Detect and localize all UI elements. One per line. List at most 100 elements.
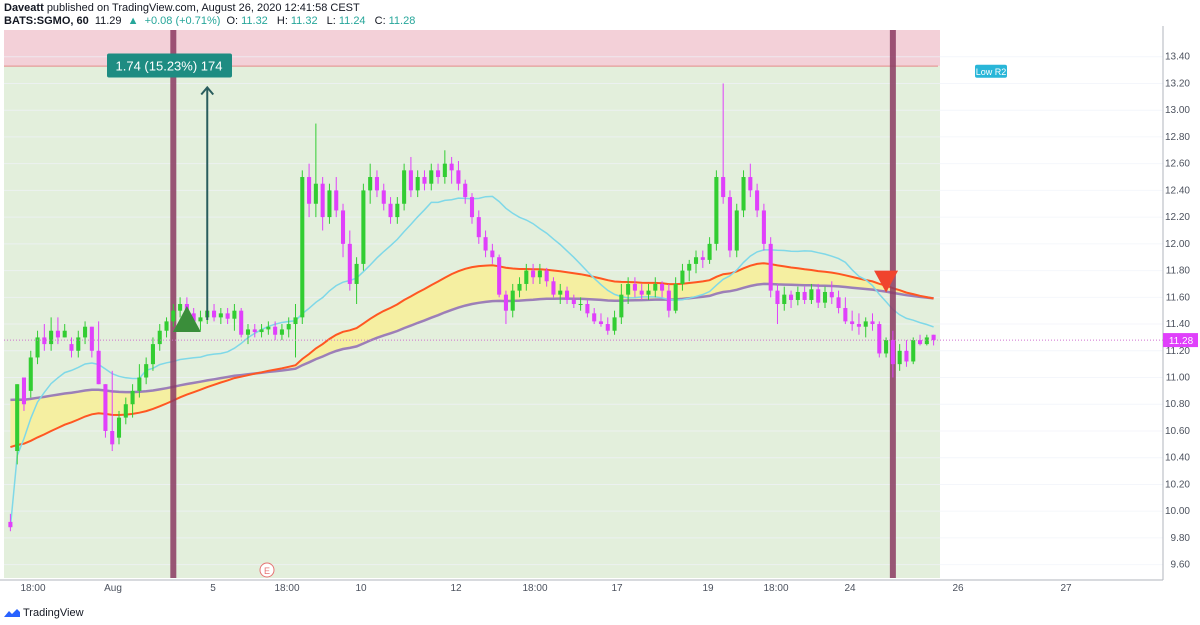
- candle[interactable]: [245, 324, 251, 345]
- candle[interactable]: [517, 277, 522, 298]
- candle[interactable]: [381, 183, 386, 211]
- candle[interactable]: [558, 283, 563, 304]
- candle[interactable]: [212, 304, 217, 322]
- candle[interactable]: [320, 177, 325, 231]
- candle[interactable]: [789, 290, 794, 309]
- candle[interactable]: [368, 163, 373, 204]
- candle[interactable]: [96, 321, 101, 385]
- candle[interactable]: [605, 317, 610, 335]
- candle[interactable]: [28, 350, 33, 398]
- candle[interactable]: [252, 324, 257, 338]
- candle[interactable]: [707, 237, 712, 264]
- candle[interactable]: [442, 150, 447, 184]
- candle[interactable]: [904, 340, 909, 367]
- candle[interactable]: [164, 317, 169, 338]
- candle[interactable]: [748, 163, 753, 198]
- candle[interactable]: [286, 317, 291, 338]
- candle[interactable]: [313, 123, 318, 218]
- candle[interactable]: [755, 183, 760, 218]
- candle[interactable]: [619, 283, 624, 325]
- candle[interactable]: [476, 210, 481, 244]
- candle[interactable]: [374, 170, 379, 198]
- candle[interactable]: [62, 324, 67, 338]
- candle[interactable]: [293, 304, 298, 358]
- candle[interactable]: [775, 283, 780, 325]
- candle[interactable]: [632, 277, 637, 298]
- candle[interactable]: [123, 397, 128, 425]
- candle[interactable]: [42, 324, 47, 351]
- candle[interactable]: [76, 330, 81, 358]
- candle[interactable]: [843, 297, 848, 325]
- candle[interactable]: [551, 277, 556, 298]
- candle[interactable]: [856, 313, 861, 335]
- candle[interactable]: [49, 317, 54, 351]
- candle[interactable]: [931, 334, 936, 346]
- candle[interactable]: [198, 310, 203, 331]
- candle[interactable]: [266, 321, 271, 335]
- candle[interactable]: [415, 170, 420, 198]
- candle[interactable]: [761, 203, 766, 251]
- candle[interactable]: [8, 513, 13, 532]
- candle[interactable]: [503, 290, 508, 325]
- candle[interactable]: [402, 163, 407, 211]
- price-chart[interactable]: 1.74 (15.23%) 174 Low R2 E 13.40 13.20 13.00 1…: [0, 26, 1200, 602]
- candle[interactable]: [144, 357, 149, 385]
- candle[interactable]: [592, 308, 597, 325]
- candle[interactable]: [524, 263, 529, 291]
- candle[interactable]: [130, 384, 135, 418]
- candle[interactable]: [626, 277, 631, 304]
- candle[interactable]: [639, 283, 644, 300]
- candle[interactable]: [884, 337, 889, 358]
- candle[interactable]: [666, 283, 671, 318]
- candle[interactable]: [239, 308, 244, 338]
- candle[interactable]: [273, 321, 278, 341]
- candle[interactable]: [327, 183, 332, 224]
- candle[interactable]: [687, 259, 692, 282]
- candle[interactable]: [693, 250, 699, 274]
- candle[interactable]: [653, 277, 658, 298]
- candle[interactable]: [218, 308, 223, 325]
- candle[interactable]: [727, 190, 732, 258]
- candle[interactable]: [116, 410, 122, 445]
- candle[interactable]: [483, 230, 488, 258]
- candle[interactable]: [157, 324, 162, 351]
- candle[interactable]: [598, 313, 604, 327]
- candle[interactable]: [721, 83, 726, 204]
- candle[interactable]: [463, 179, 468, 204]
- candle[interactable]: [809, 283, 814, 304]
- candle[interactable]: [150, 337, 155, 371]
- candle[interactable]: [612, 310, 617, 335]
- candle[interactable]: [917, 334, 923, 346]
- candle[interactable]: [585, 299, 590, 318]
- candle[interactable]: [863, 317, 868, 338]
- candle[interactable]: [103, 384, 108, 438]
- candle[interactable]: [361, 183, 366, 271]
- candle[interactable]: [334, 177, 339, 218]
- candle[interactable]: [816, 283, 821, 309]
- tradingview-logo[interactable]: TradingView: [4, 607, 84, 619]
- candle[interactable]: [877, 321, 882, 358]
- candle[interactable]: [680, 263, 685, 291]
- candle[interactable]: [171, 304, 176, 327]
- candle[interactable]: [408, 156, 413, 198]
- candle[interactable]: [714, 170, 719, 251]
- candle[interactable]: [340, 203, 346, 258]
- candle[interactable]: [510, 283, 515, 318]
- candle[interactable]: [436, 163, 441, 184]
- candle[interactable]: [782, 286, 787, 311]
- candle[interactable]: [307, 163, 312, 218]
- candle[interactable]: [870, 313, 875, 331]
- candle[interactable]: [110, 370, 115, 452]
- candle[interactable]: [395, 197, 400, 224]
- candle[interactable]: [924, 334, 929, 346]
- earnings-marker-icon[interactable]: [259, 562, 275, 578]
- candle[interactable]: [137, 364, 142, 398]
- candle[interactable]: [660, 281, 665, 298]
- candle[interactable]: [768, 237, 773, 298]
- candle[interactable]: [178, 297, 183, 318]
- candle[interactable]: [35, 330, 40, 365]
- candle[interactable]: [422, 170, 427, 191]
- candle[interactable]: [537, 263, 542, 284]
- candle[interactable]: [354, 257, 359, 304]
- candle[interactable]: [802, 286, 807, 304]
